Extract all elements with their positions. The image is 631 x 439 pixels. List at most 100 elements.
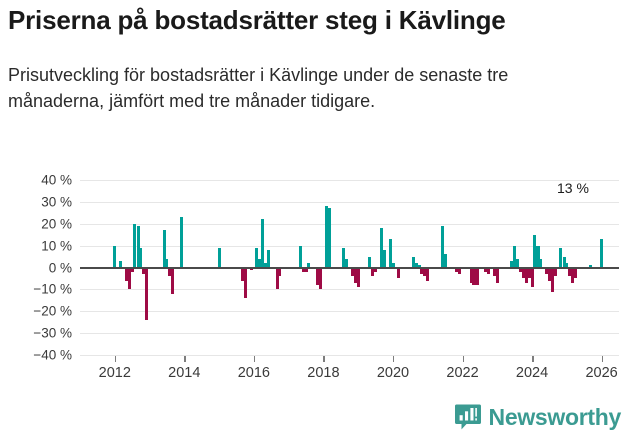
chart-bar [469,267,473,283]
gridline [80,223,619,225]
chart-bar [545,267,549,275]
x-axis-tick [253,355,256,362]
zero-axis-line [80,266,619,269]
x-axis-tick [601,355,604,362]
chart-bar [301,267,305,272]
chart-bar [536,245,540,268]
chart-bar [133,223,137,268]
y-axis-tick-label: −10 % [33,281,72,297]
chart-bar [345,258,349,268]
x-axis-tick [184,355,186,362]
chart-bar [559,247,563,268]
chart-area: 40 % 30 % 20 % 10 % 0 % −10 % −20 % −30 % −40 % … [0,173,631,395]
chart-bar [119,260,123,268]
chart-bar [440,225,444,268]
x-axis-tick-label: 2018 [307,365,340,381]
gridline [80,180,619,181]
chart-bar [243,267,247,299]
chart-bar [547,267,551,281]
x-axis-tick-label: 2026 [585,365,618,381]
chart-bar [319,267,323,290]
newsworthy-logo: Newsworthy [454,403,621,431]
y-axis: 40 % 30 % 20 % 10 % 0 % −10 % −20 % −30 % −40 % [2,173,72,363]
chart-bar [513,245,517,268]
chart-bar [515,258,519,268]
x-axis-tick-label: 2016 [237,365,270,381]
page-subtitle: Prisutveckling för bostadsrätter i Kävli… [8,65,509,112]
gridline [80,245,619,247]
chart-bar [533,234,537,268]
chart-bar [550,267,554,292]
chart-bar [304,267,308,272]
chart-bar [484,267,488,272]
x-axis-tick [114,355,117,362]
chart-bar [553,267,557,277]
chart-bar [124,267,128,281]
chart-bar [414,263,418,268]
chart-bar [588,265,592,268]
y-axis-tick-label: −30 % [33,325,72,341]
chart-bar [136,225,140,268]
chart-bar [275,267,279,290]
chart-bar [379,228,384,268]
x-axis-tick [532,355,534,362]
chart-bar [263,263,267,268]
chart-bar [519,267,523,272]
y-axis-tick-label: 0 % [48,260,72,275]
x-axis-tick [462,355,465,362]
x-axis-tick-label: 2024 [515,365,549,381]
chart-bar [417,265,421,268]
chart-bar [130,267,134,272]
chart-bar [139,247,143,268]
x-axis: 2012 2014 2016 2018 2020 2022 2024 2026 [80,355,619,400]
gridline [80,201,619,203]
chart-bar [217,247,221,268]
chart-bar [368,256,372,268]
chart-bar [171,267,175,294]
chart-bar [307,263,311,268]
chart-bar [492,267,497,277]
chart-bar [426,267,430,281]
chart-bar [472,267,476,285]
chart-bar [420,267,424,275]
x-axis-tick-label: 2012 [98,365,131,381]
chart-bar [475,267,479,285]
gridline [80,333,619,335]
chart-bar [353,267,357,283]
chart-bar [127,267,131,290]
chart-bar [142,267,146,275]
chart-bar [487,267,491,275]
bar-chart-speech-bubble-icon [454,403,482,431]
chart-bar [455,267,459,272]
chart-bar [327,208,331,268]
chart-bar [388,239,392,268]
chart-bar [391,263,395,268]
y-axis-tick-label: 30 % [41,194,72,210]
y-axis-tick-label: 20 % [41,216,72,232]
chart-bar [266,250,271,268]
chart-bar [324,206,328,268]
chart-bar [258,258,262,268]
chart-bar [350,267,354,277]
y-axis-tick-label: 40 % [41,172,72,188]
chart-bar [165,258,169,268]
gridline [80,289,619,291]
chart-bar [342,247,346,268]
chart-bar [443,254,447,268]
y-axis-tick-label: −40 % [33,347,72,363]
chart-bar [423,267,427,277]
chart-bar [240,267,244,281]
y-axis-tick-label: 10 % [41,238,72,254]
chart-bar [168,267,172,277]
axis-baseline [80,355,619,356]
chart-bar [113,245,117,268]
chart-bar [565,263,569,268]
chart-bar [145,267,149,320]
chart-bar [278,267,282,277]
x-axis-tick [323,355,325,362]
bars-group [80,180,619,355]
chart-bar [530,267,534,288]
x-axis-tick-label: 2022 [446,365,479,381]
chart-bar [539,258,543,268]
chart-bar [356,267,360,288]
